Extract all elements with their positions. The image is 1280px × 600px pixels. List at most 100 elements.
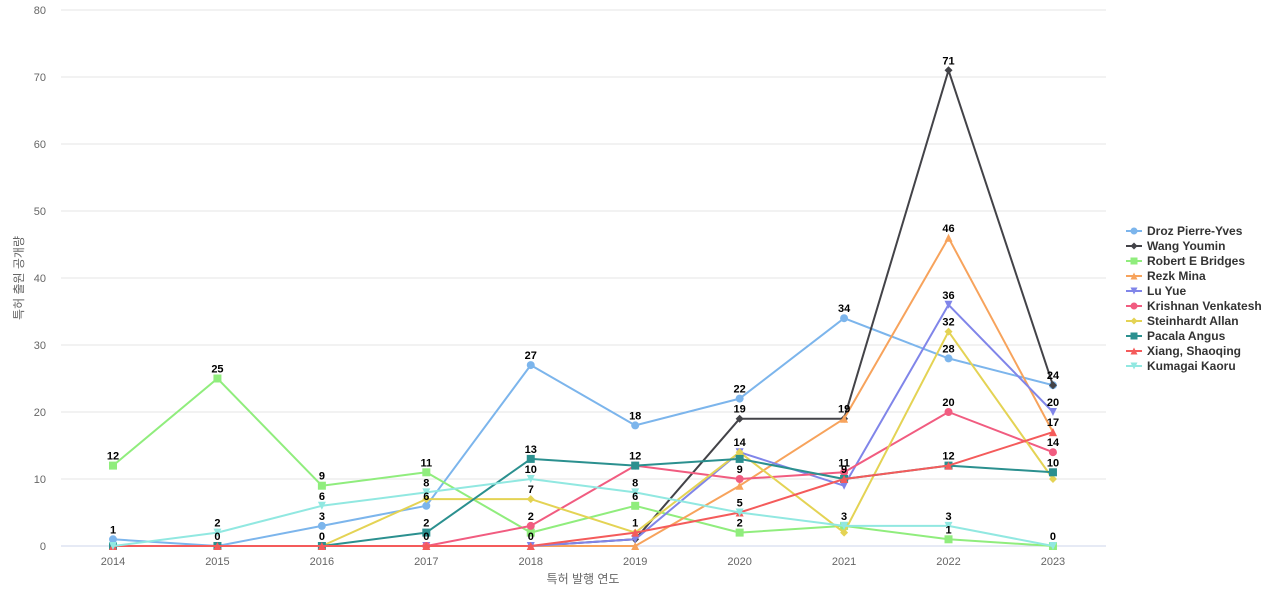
legend-item[interactable]: Lu Yue bbox=[1126, 284, 1186, 298]
data-point bbox=[317, 481, 326, 490]
legend-item[interactable]: Rezk Mina bbox=[1126, 269, 1206, 283]
data-point bbox=[944, 354, 953, 363]
series-xiang-shaoqing bbox=[109, 428, 1057, 550]
data-label: 7 bbox=[528, 484, 534, 496]
data-point bbox=[109, 535, 117, 544]
x-tick-label: 2016 bbox=[310, 556, 334, 568]
data-point bbox=[631, 488, 640, 497]
legend-item[interactable]: Robert E Bridges bbox=[1126, 254, 1245, 268]
data-label: 9 bbox=[737, 464, 743, 476]
legend-item[interactable]: Wang Youmin bbox=[1126, 239, 1225, 253]
legend-item[interactable]: Kumagai Kaoru bbox=[1126, 359, 1236, 373]
data-label: 0 bbox=[1050, 531, 1056, 543]
data-label: 22 bbox=[734, 384, 746, 396]
data-point bbox=[840, 528, 849, 537]
data-point bbox=[944, 461, 953, 470]
data-point bbox=[944, 300, 953, 309]
legend-item[interactable]: Xiang, Shaoqing bbox=[1126, 344, 1241, 358]
series-kumagai-kaoru bbox=[109, 475, 1057, 550]
data-point bbox=[109, 542, 117, 550]
data-point bbox=[631, 528, 640, 537]
series-line bbox=[113, 457, 1054, 547]
data-labels: 1122025306911862027131072018128612219149… bbox=[107, 55, 1060, 543]
x-axis-title: 특허 발행 연도 bbox=[547, 571, 620, 586]
data-label: 6 bbox=[632, 491, 638, 503]
data-label: 8 bbox=[632, 477, 638, 489]
y-axis: 0 10 20 30 40 50 60 70 80 bbox=[34, 5, 46, 553]
y-tick-label: 70 bbox=[34, 72, 46, 84]
legend-item[interactable]: Steinhardt Allan bbox=[1126, 314, 1239, 328]
data-point bbox=[1130, 287, 1138, 295]
data-point bbox=[631, 421, 640, 430]
data-label: 13 bbox=[525, 444, 537, 456]
data-label: 11 bbox=[838, 457, 850, 469]
legend-label: Xiang, Shaoqing bbox=[1147, 344, 1241, 358]
data-point bbox=[422, 528, 431, 537]
data-label: 9 bbox=[841, 464, 847, 476]
x-axis: 2014 2015 2016 2017 2018 2019 2020 2021 2022 2023 bbox=[101, 556, 1065, 568]
data-point bbox=[1048, 408, 1057, 416]
data-label: 0 bbox=[319, 531, 325, 543]
series-group bbox=[109, 66, 1057, 550]
data-point bbox=[422, 468, 431, 477]
data-label: 12 bbox=[942, 451, 954, 463]
data-point bbox=[944, 233, 953, 242]
series-line bbox=[113, 431, 1054, 547]
data-label: 71 bbox=[942, 55, 954, 67]
data-point bbox=[1130, 362, 1138, 370]
data-point bbox=[840, 481, 849, 490]
legend-label: Robert E Bridges bbox=[1147, 254, 1245, 268]
data-point bbox=[631, 535, 640, 544]
data-point bbox=[840, 314, 849, 323]
data-point bbox=[944, 408, 953, 416]
series-lu-yue bbox=[109, 300, 1057, 550]
y-tick-label: 10 bbox=[34, 474, 46, 486]
y-tick-label: 50 bbox=[34, 206, 46, 218]
data-point bbox=[735, 528, 744, 537]
y-tick-label: 30 bbox=[34, 340, 46, 352]
data-point bbox=[526, 361, 535, 370]
legend-item[interactable]: Droz Pierre-Yves bbox=[1126, 224, 1243, 238]
data-label: 2 bbox=[737, 518, 743, 530]
data-label: 1 bbox=[945, 524, 951, 536]
data-point bbox=[840, 521, 849, 530]
x-tick-label: 2015 bbox=[205, 556, 229, 568]
data-point bbox=[1048, 448, 1057, 457]
data-label: 3 bbox=[841, 511, 847, 523]
legend-label: Lu Yue bbox=[1147, 284, 1186, 298]
legend-item[interactable]: Pacala Angus bbox=[1126, 329, 1226, 343]
series-line bbox=[113, 236, 1054, 547]
data-point bbox=[735, 414, 744, 423]
series-line bbox=[113, 69, 1054, 547]
data-point bbox=[944, 535, 953, 544]
data-point bbox=[944, 327, 953, 336]
data-point bbox=[944, 66, 953, 75]
data-label: 19 bbox=[838, 404, 850, 416]
data-point bbox=[422, 501, 431, 510]
y-tick-label: 80 bbox=[34, 5, 46, 17]
data-label: 2 bbox=[423, 518, 429, 530]
data-label: 20 bbox=[942, 397, 954, 409]
data-label: 17 bbox=[1047, 417, 1059, 429]
x-tick-label: 2017 bbox=[414, 556, 438, 568]
x-tick-label: 2022 bbox=[936, 556, 960, 568]
data-point bbox=[213, 374, 222, 383]
data-point bbox=[213, 542, 222, 550]
series-line bbox=[112, 317, 1054, 547]
data-point bbox=[422, 488, 431, 497]
data-label: 32 bbox=[942, 317, 954, 329]
data-label: 19 bbox=[734, 404, 746, 416]
data-label: 6 bbox=[319, 491, 325, 503]
data-point bbox=[840, 468, 849, 477]
data-label: 12 bbox=[107, 451, 119, 463]
data-point bbox=[422, 542, 431, 550]
data-point bbox=[840, 475, 849, 483]
data-point bbox=[526, 454, 535, 463]
data-label: 10 bbox=[1047, 457, 1059, 469]
data-label: 3 bbox=[945, 511, 951, 523]
data-point bbox=[1130, 257, 1138, 265]
data-point bbox=[1048, 428, 1057, 437]
legend-item[interactable]: Krishnan Venkatesh bbox=[1126, 299, 1262, 313]
data-point bbox=[1130, 227, 1138, 235]
